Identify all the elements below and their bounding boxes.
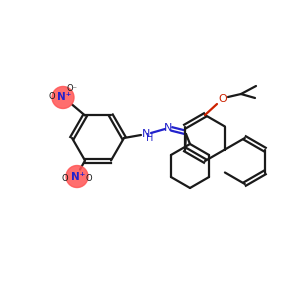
Text: O: O bbox=[86, 174, 92, 183]
Text: O⁻: O⁻ bbox=[67, 84, 77, 93]
Text: N⁺: N⁺ bbox=[71, 172, 85, 182]
Text: N: N bbox=[142, 129, 150, 139]
Text: O: O bbox=[219, 94, 227, 104]
Text: N⁺: N⁺ bbox=[57, 92, 71, 103]
Text: O: O bbox=[62, 174, 68, 183]
Circle shape bbox=[52, 86, 74, 109]
Circle shape bbox=[66, 166, 88, 188]
Text: N: N bbox=[164, 123, 172, 133]
Text: O: O bbox=[49, 92, 55, 101]
Text: H: H bbox=[146, 133, 154, 143]
